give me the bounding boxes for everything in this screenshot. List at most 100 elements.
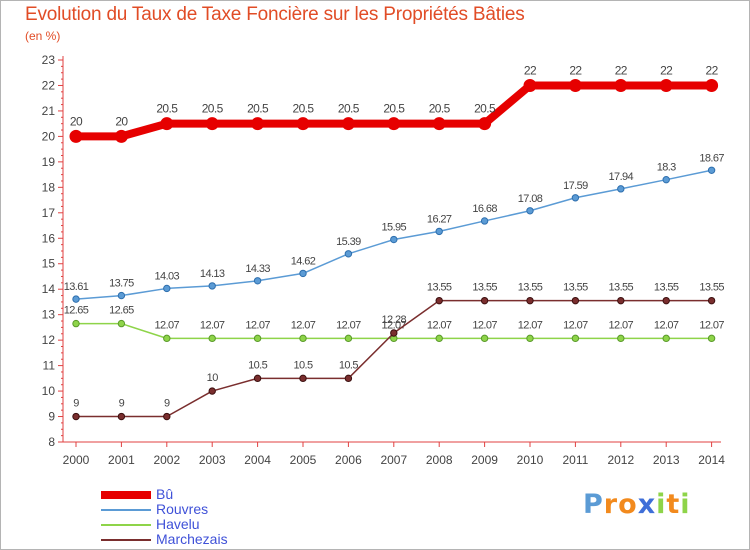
data-label: 13.55 <box>563 282 588 294</box>
data-label: 20.5 <box>474 102 496 116</box>
logo-letter: i <box>656 489 667 520</box>
data-label: 14.13 <box>200 268 225 280</box>
data-label: 22 <box>706 63 719 77</box>
y-tick-label: 10 <box>42 384 56 398</box>
data-label: 9 <box>73 398 79 410</box>
data-point <box>296 117 310 131</box>
legend-swatch-havelu <box>101 524 151 526</box>
data-point <box>163 284 171 293</box>
data-label: 10.5 <box>293 359 312 371</box>
y-tick-label: 21 <box>42 104 56 118</box>
data-point <box>526 296 534 305</box>
y-tick-label: 18 <box>42 180 56 194</box>
x-tick-label: 2009 <box>471 453 498 467</box>
data-label: 22 <box>660 63 673 77</box>
data-label: 9 <box>119 398 125 410</box>
y-tick-label: 17 <box>42 206 56 220</box>
data-point <box>662 175 670 184</box>
data-label: 13.55 <box>654 282 679 294</box>
data-label: 12.07 <box>427 319 452 331</box>
data-label: 17.08 <box>518 193 543 205</box>
data-label: 12.28 <box>382 314 407 326</box>
data-point <box>568 78 582 92</box>
data-point <box>208 282 216 290</box>
legend-label-rouvres: Rouvres <box>156 501 209 517</box>
data-label: 12.07 <box>200 319 225 331</box>
x-tick-label: 2000 <box>63 453 90 467</box>
y-tick-label: 11 <box>43 359 56 373</box>
x-tick-label: 2004 <box>244 453 271 467</box>
logo-letter: o <box>618 489 638 520</box>
data-label: 12.07 <box>336 319 361 331</box>
data-point <box>341 117 355 131</box>
data-label: 20.5 <box>429 102 451 116</box>
data-point <box>659 78 673 92</box>
proxiti-logo: Proxiti <box>583 489 691 520</box>
data-label: 12.07 <box>245 319 270 331</box>
logo-letter: x <box>637 489 657 520</box>
data-point <box>662 334 670 343</box>
data-point <box>478 117 492 131</box>
data-label: 12.07 <box>472 319 497 331</box>
x-tick-label: 2001 <box>108 453 135 467</box>
data-point <box>387 117 401 131</box>
data-label: 20.5 <box>383 102 405 116</box>
y-tick-label: 15 <box>42 257 56 271</box>
data-point <box>571 194 580 202</box>
data-label: 20.5 <box>156 102 178 116</box>
data-label: 16.68 <box>472 203 497 215</box>
data-point <box>614 78 628 92</box>
data-point <box>571 296 580 305</box>
data-label: 12.65 <box>109 305 134 317</box>
data-label: 12.65 <box>64 305 89 317</box>
logo-letter: r <box>603 489 619 520</box>
data-point <box>72 319 80 328</box>
y-tick-label: 16 <box>42 231 56 245</box>
data-label: 20 <box>70 114 83 128</box>
data-label: 13.55 <box>699 282 724 294</box>
data-point <box>344 334 353 343</box>
data-point <box>390 329 398 337</box>
data-label: 20.5 <box>338 102 360 116</box>
data-point <box>253 374 262 383</box>
x-tick-label: 2008 <box>426 453 453 467</box>
data-label: 22 <box>524 63 537 77</box>
legend-swatch-bu <box>101 491 151 499</box>
data-point <box>114 129 128 143</box>
data-point <box>69 129 83 143</box>
data-label: 10.5 <box>339 359 358 371</box>
legend-label-havelu: Havelu <box>156 516 200 532</box>
data-point <box>571 334 580 343</box>
data-label: 15.95 <box>382 222 407 234</box>
data-point <box>299 374 307 383</box>
data-label: 20.5 <box>293 102 315 116</box>
data-point <box>390 235 398 244</box>
data-label: 13.61 <box>64 281 89 293</box>
data-point <box>707 166 716 174</box>
data-label: 18.67 <box>699 152 724 164</box>
data-point <box>432 117 446 131</box>
data-point <box>617 334 625 343</box>
data-label: 10.5 <box>248 359 267 371</box>
data-label: 12.07 <box>609 319 634 331</box>
data-point <box>160 117 174 131</box>
chart-unit-label: (en %) <box>25 29 61 43</box>
data-label: 17.94 <box>609 171 634 183</box>
data-point <box>480 296 489 305</box>
data-point <box>617 185 625 193</box>
y-tick-label: 23 <box>42 53 56 67</box>
data-label: 20.5 <box>202 102 224 116</box>
data-label: 12.07 <box>654 319 679 331</box>
data-label: 15.39 <box>336 236 361 248</box>
data-point <box>72 412 80 421</box>
legend-swatch-rouvres <box>101 509 151 511</box>
y-tick-label: 20 <box>42 129 56 143</box>
data-label: 20.5 <box>247 102 269 116</box>
data-label: 12.07 <box>563 319 588 331</box>
data-label: 12.07 <box>699 319 724 331</box>
data-label: 9 <box>164 398 170 410</box>
data-label: 13.75 <box>109 278 134 290</box>
data-label: 14.62 <box>291 255 316 267</box>
y-tick-label: 19 <box>42 155 56 169</box>
